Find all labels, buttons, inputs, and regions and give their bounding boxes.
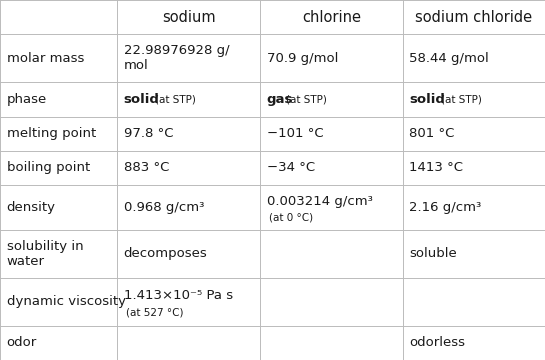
- Text: 70.9 g/mol: 70.9 g/mol: [267, 52, 338, 65]
- Text: (at 527 °C): (at 527 °C): [126, 307, 184, 317]
- Text: (at STP): (at STP): [155, 94, 196, 104]
- Text: 0.003214 g/cm³: 0.003214 g/cm³: [267, 195, 372, 208]
- Text: sodium chloride: sodium chloride: [415, 10, 532, 24]
- Text: decomposes: decomposes: [124, 247, 208, 260]
- Text: −101 °C: −101 °C: [267, 127, 323, 140]
- Text: solid: solid: [124, 93, 160, 106]
- Text: odor: odor: [7, 336, 37, 349]
- Text: phase: phase: [7, 93, 47, 106]
- Text: (at STP): (at STP): [440, 94, 481, 104]
- Text: 1.413×10⁻⁵ Pa s: 1.413×10⁻⁵ Pa s: [124, 289, 233, 302]
- Text: 22.98976928 g/
mol: 22.98976928 g/ mol: [124, 44, 229, 72]
- Text: chlorine: chlorine: [302, 10, 361, 24]
- Text: gas: gas: [267, 93, 293, 106]
- Text: 883 °C: 883 °C: [124, 161, 169, 174]
- Text: (at 0 °C): (at 0 °C): [269, 212, 313, 222]
- Text: odorless: odorless: [409, 336, 465, 349]
- Text: −34 °C: −34 °C: [267, 161, 314, 174]
- Text: 58.44 g/mol: 58.44 g/mol: [409, 52, 489, 65]
- Text: 1413 °C: 1413 °C: [409, 161, 463, 174]
- Text: dynamic viscosity: dynamic viscosity: [7, 295, 125, 308]
- Text: soluble: soluble: [409, 247, 457, 260]
- Text: density: density: [7, 201, 56, 214]
- Text: 801 °C: 801 °C: [409, 127, 455, 140]
- Text: (at STP): (at STP): [286, 94, 327, 104]
- Text: 0.968 g/cm³: 0.968 g/cm³: [124, 201, 204, 214]
- Text: sodium: sodium: [162, 10, 215, 24]
- Text: solubility in
water: solubility in water: [7, 240, 83, 268]
- Text: solid: solid: [409, 93, 445, 106]
- Text: molar mass: molar mass: [7, 52, 84, 65]
- Text: 97.8 °C: 97.8 °C: [124, 127, 173, 140]
- Text: boiling point: boiling point: [7, 161, 90, 174]
- Text: 2.16 g/cm³: 2.16 g/cm³: [409, 201, 482, 214]
- Text: melting point: melting point: [7, 127, 96, 140]
